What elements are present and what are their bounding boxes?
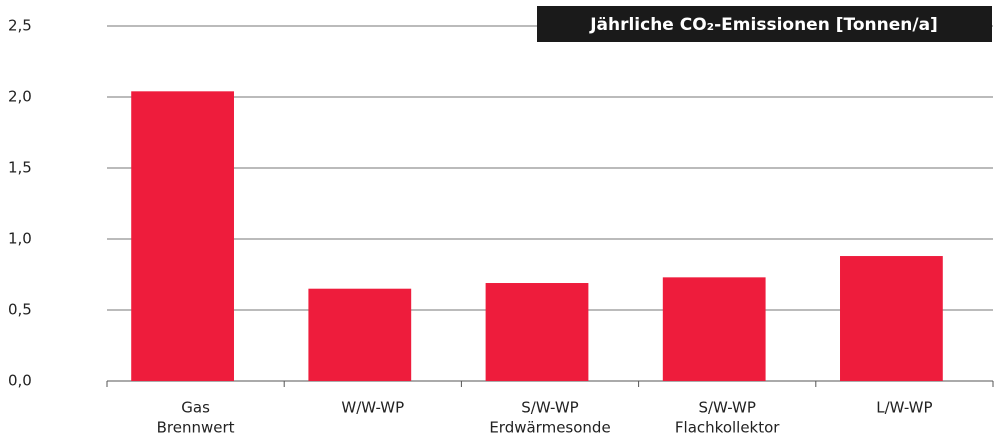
x-tick-label: Brennwert [157, 419, 235, 437]
y-tick-label: 0,0 [8, 372, 32, 390]
bar [131, 91, 234, 381]
bar [485, 283, 589, 381]
bar [662, 277, 766, 381]
y-tick-label: 2,5 [8, 17, 32, 35]
x-tick-label: Flachkollektor [675, 419, 780, 437]
title-box [537, 6, 992, 42]
x-tick-label: Erdwärmesonde [489, 419, 610, 437]
chart-title: Jährliche CO₂-Emissionen [Tonnen/a] [589, 15, 938, 35]
y-tick-label: 1,0 [8, 230, 32, 248]
y-tick-label: 2,0 [8, 88, 32, 106]
x-tick-label: S/W-WP [521, 399, 578, 417]
x-tick-label: W/W-WP [341, 399, 404, 417]
x-tick-label: L/W-WP [876, 399, 932, 417]
x-tick-label: Gas [181, 399, 210, 417]
y-tick-label: 1,5 [8, 159, 32, 177]
y-tick-label: 0,5 [8, 301, 32, 319]
bar [840, 256, 943, 381]
x-tick-label: S/W-WP [698, 399, 755, 417]
bar [308, 288, 412, 381]
